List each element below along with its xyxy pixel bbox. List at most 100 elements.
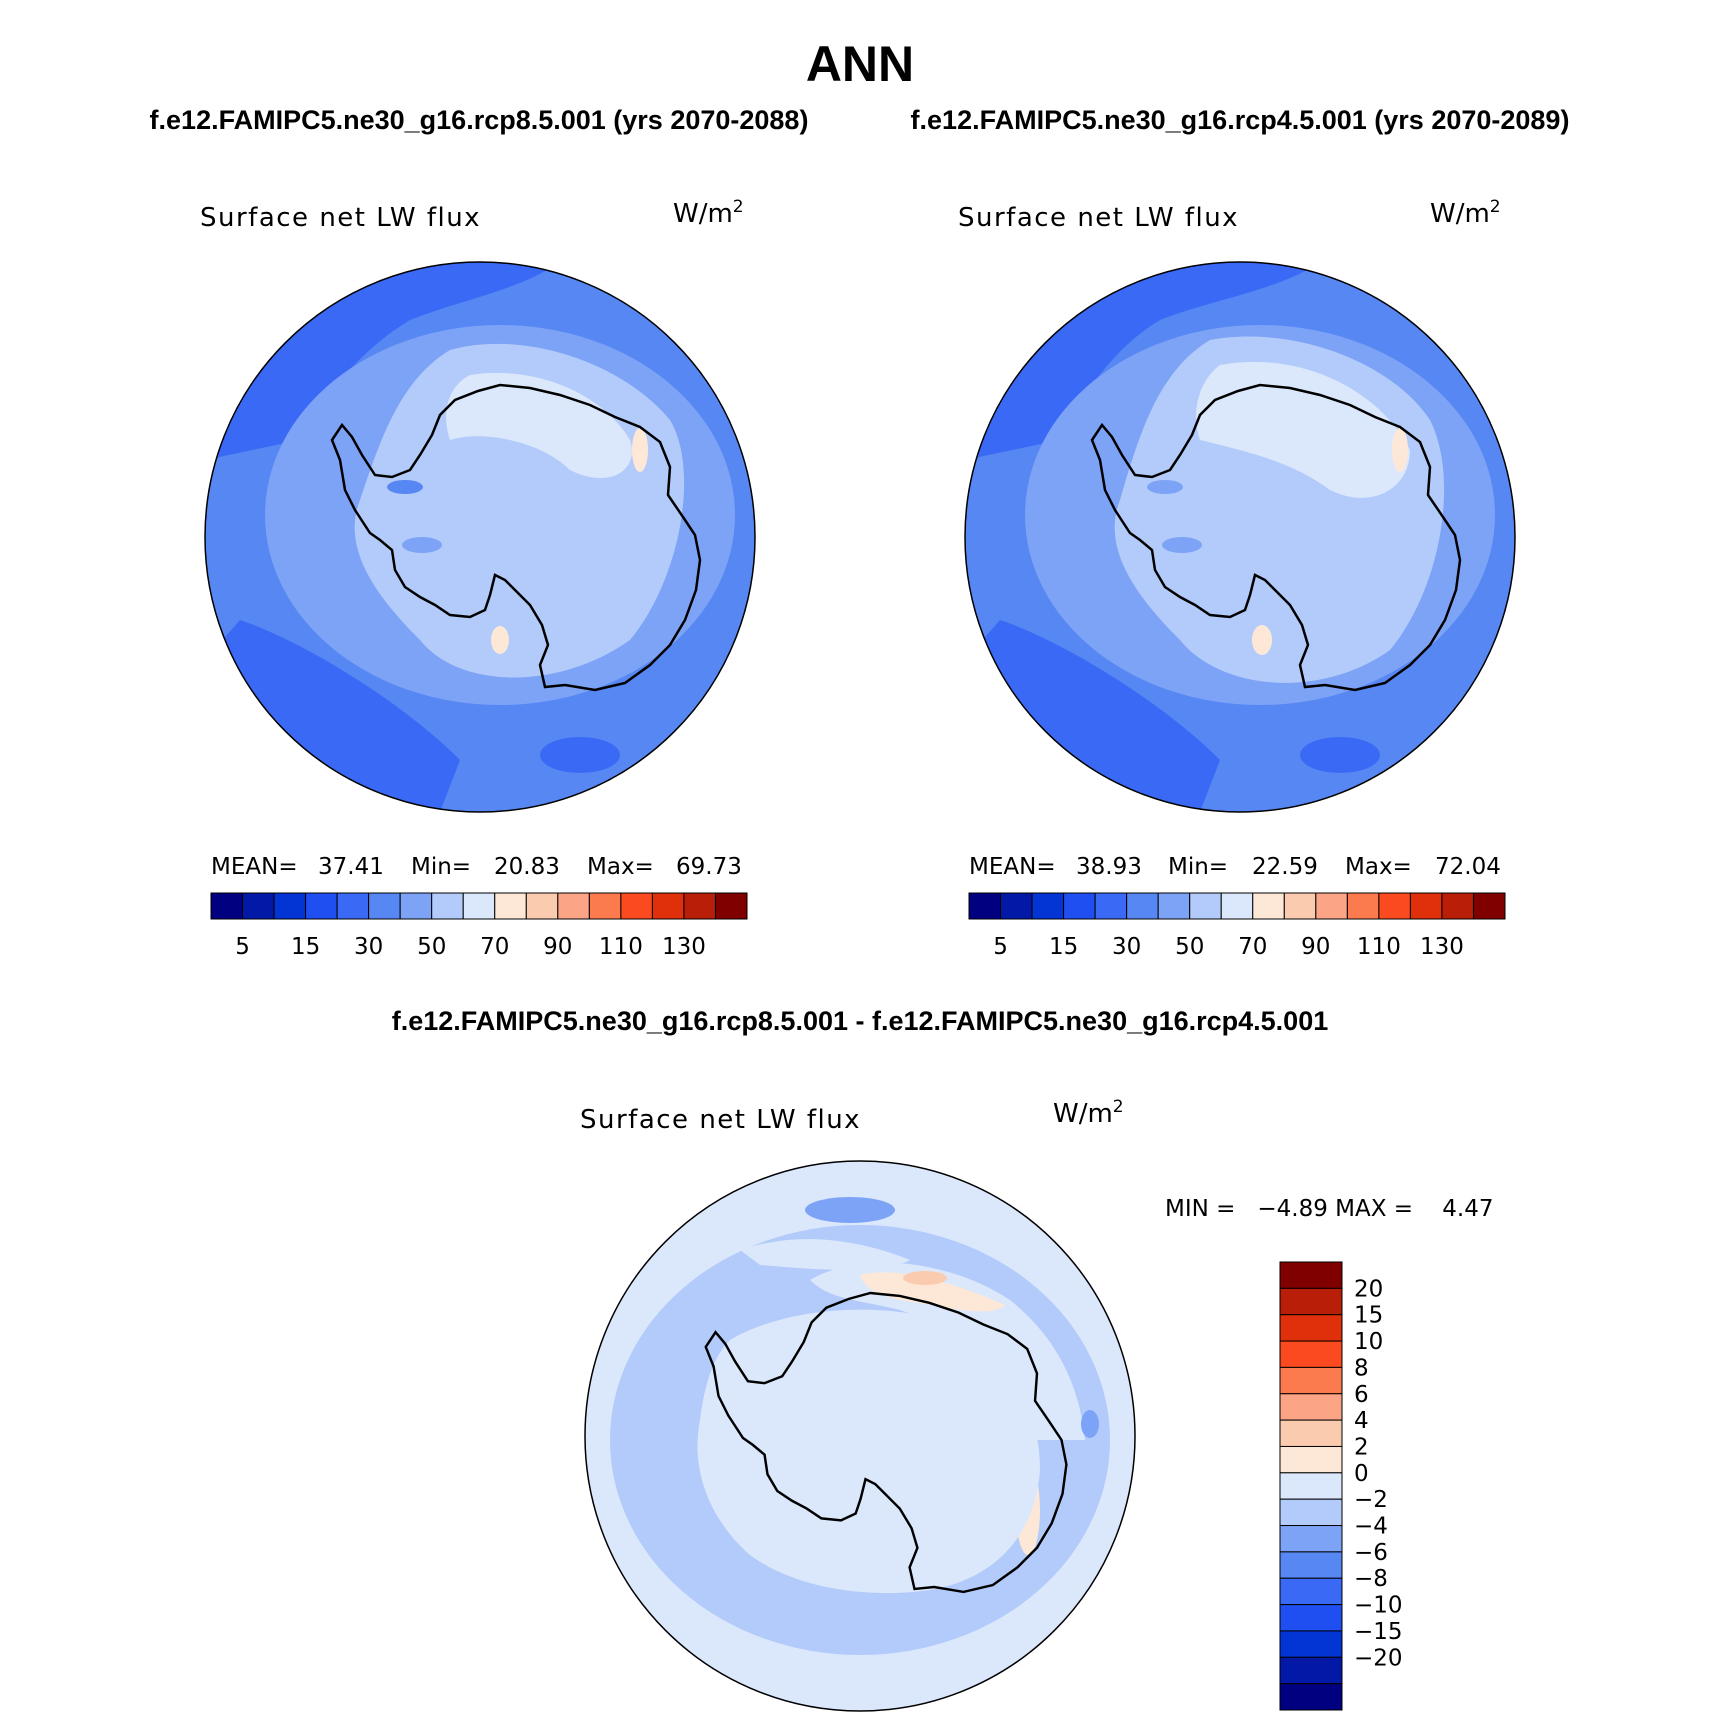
- diff-colorbar-tick-label: −4: [1354, 1514, 1388, 1540]
- diff-panel: f.e12.FAMIPC5.ne30_g16.rcp8.5.001 - f.e1…: [392, 1006, 1494, 1712]
- panel-2-colorbar-tick-label: 110: [1357, 934, 1401, 960]
- diff-colorbar-tick-label: 4: [1354, 1408, 1369, 1434]
- diff-field-label: Surface net LW flux: [580, 1105, 861, 1135]
- panel-1-colorbar-tick-label: 30: [354, 934, 383, 960]
- diff-colorbar-tick-label: 15: [1354, 1303, 1383, 1329]
- panel-1-units: W/m2: [673, 197, 744, 229]
- panel-2-colorbar-tick-label: 130: [1420, 934, 1464, 960]
- diff-case-title: f.e12.FAMIPC5.ne30_g16.rcp8.5.001 - f.e1…: [392, 1006, 1328, 1036]
- panel-1-colorbar-tick-label: 70: [480, 934, 509, 960]
- diff-colorbar-tick-label: −8: [1354, 1566, 1388, 1592]
- panel-1-colorbar-swatch: [683, 892, 716, 920]
- panel-2-colorbar-swatch: [1252, 892, 1285, 920]
- diff-colorbar-swatch: [1279, 1551, 1343, 1579]
- diff-colorbar-tick-label: −2: [1354, 1487, 1388, 1513]
- diff-colorbar-swatch: [1279, 1683, 1343, 1711]
- diff-colorbar-swatch: [1279, 1393, 1343, 1421]
- diff-colorbar-tick-label: 10: [1354, 1329, 1383, 1355]
- panel-1-colorbar-tick-label: 110: [599, 934, 643, 960]
- panel-2-min-value: 22.59: [1252, 854, 1318, 880]
- panel-2-colorbar-swatch: [1346, 892, 1380, 920]
- map-rcp85: [205, 262, 755, 812]
- panel-2-colorbar-tick-label: 30: [1112, 934, 1141, 960]
- panel-2-min-label: Min=: [1168, 854, 1228, 880]
- diff-colorbar-swatch: [1279, 1472, 1343, 1500]
- panel-1-colorbar-swatch: [620, 892, 653, 920]
- panel-1-colorbar-swatch: [714, 892, 748, 920]
- panel-1-colorbar-swatch: [242, 892, 275, 920]
- panel-2-colorbar-swatch: [1378, 892, 1411, 920]
- panel-2-colorbar: 5 15 30 50 70 90 110 130: [968, 892, 1506, 960]
- diff-colorbar-swatch: [1279, 1340, 1343, 1368]
- panel-2-colorbar-swatch: [1220, 892, 1254, 920]
- panel-1-mean-value: 37.41: [318, 854, 384, 880]
- panel-2-colorbar-swatch: [1000, 892, 1033, 920]
- panel-1-min-label: Min=: [411, 854, 471, 880]
- panel-2-units: W/m2: [1430, 197, 1501, 229]
- diff-colorbar-swatch: [1279, 1577, 1343, 1606]
- panel-2-colorbar-tick-label: 5: [993, 934, 1008, 960]
- panel-1-colorbar-swatch: [588, 892, 622, 920]
- season-title: ANN: [806, 36, 914, 92]
- diff-colorbar-swatch: [1279, 1445, 1343, 1474]
- panel-2-colorbar-swatch: [1315, 892, 1348, 920]
- panel-1-colorbar: 5 15 30 50 70 90 110 130: [210, 892, 748, 960]
- panel-1-colorbar-tick-label: 50: [417, 934, 446, 960]
- diff-colorbar-swatch: [1279, 1366, 1343, 1395]
- panel-2-colorbar-swatch: [1031, 892, 1065, 920]
- panel-1-colorbar-swatch: [462, 892, 496, 920]
- panel-1-colorbar-swatch: [651, 892, 685, 920]
- panel-1-colorbar-swatch: [210, 892, 244, 920]
- panel-2-field-label: Surface net LW flux: [958, 203, 1239, 233]
- panel-2-mean-label: MEAN=: [969, 854, 1056, 880]
- panel-1-colorbar-tick-label: 130: [662, 934, 706, 960]
- panel-1-colorbar-swatch: [368, 892, 401, 920]
- panel-2-colorbar-tick-label: 90: [1301, 934, 1330, 960]
- panel-2-colorbar-tick-label: 50: [1175, 934, 1204, 960]
- panel-2-colorbar-swatch: [1126, 892, 1159, 920]
- panel-2-colorbar-swatch: [1409, 892, 1443, 920]
- panel-1-mean-label: MEAN=: [211, 854, 298, 880]
- panel-1-colorbar-tick-label: 15: [291, 934, 320, 960]
- diff-colorbar-swatch: [1279, 1630, 1343, 1658]
- diff-colorbar-swatch: [1279, 1261, 1343, 1289]
- panel-1-colorbar-swatch: [494, 892, 527, 920]
- panel-1: Surface net LW flux W/m2 MEAN= 37.41 Min…: [200, 197, 756, 960]
- diff-colorbar-tick-label: −20: [1354, 1645, 1403, 1671]
- panel-1-max-label: Max=: [587, 854, 654, 880]
- panel-1-colorbar-tick-label: 90: [543, 934, 572, 960]
- panel-1-colorbar-tick-label: 5: [235, 934, 250, 960]
- diff-colorbar-tick-label: 20: [1354, 1276, 1383, 1302]
- diff-colorbar-swatch: [1279, 1498, 1343, 1527]
- panel-1-colorbar-swatch: [305, 892, 338, 920]
- diff-colorbar-tick-label: 8: [1354, 1355, 1369, 1381]
- panel-2-colorbar-tick-label: 70: [1238, 934, 1267, 960]
- panel-2-colorbar-swatch: [968, 892, 1002, 920]
- diff-colorbar-tick-label: −15: [1354, 1619, 1403, 1645]
- panel-1-colorbar-swatch: [273, 892, 307, 920]
- diff-colorbar-swatch: [1279, 1604, 1343, 1632]
- panel-2-colorbar-swatch: [1472, 892, 1506, 920]
- diff-colorbar-tick-label: 2: [1354, 1434, 1369, 1460]
- panel-2-case-title: f.e12.FAMIPC5.ne30_g16.rcp4.5.001 (yrs 2…: [911, 105, 1570, 135]
- panel-1-colorbar-swatch: [399, 892, 433, 920]
- panel-2-colorbar-swatch: [1094, 892, 1128, 920]
- diff-colorbar-tick-label: −10: [1354, 1593, 1403, 1619]
- panel-2-colorbar-swatch: [1283, 892, 1317, 920]
- panel-2-max-value: 72.04: [1435, 854, 1501, 880]
- diff-minmax: MIN = −4.89 MAX = 4.47: [1165, 1196, 1494, 1222]
- panel-2-colorbar-swatch: [1441, 892, 1474, 920]
- panel-1-field-label: Surface net LW flux: [200, 203, 481, 233]
- panel-1-colorbar-swatch: [525, 892, 559, 920]
- diff-colorbar-tick-label: 0: [1354, 1461, 1369, 1487]
- panel-1-colorbar-swatch: [336, 892, 370, 920]
- diff-colorbar-swatch: [1279, 1419, 1343, 1447]
- panel-1-colorbar-swatch: [431, 892, 464, 920]
- diff-colorbar-swatch: [1279, 1525, 1343, 1553]
- panel-2-colorbar-swatch: [1189, 892, 1222, 920]
- panel-2-colorbar-tick-label: 15: [1049, 934, 1078, 960]
- panel-2-colorbar-swatch: [1157, 892, 1191, 920]
- panel-2: Surface net LW flux W/m2 MEAN= 38.93 Min…: [958, 197, 1516, 960]
